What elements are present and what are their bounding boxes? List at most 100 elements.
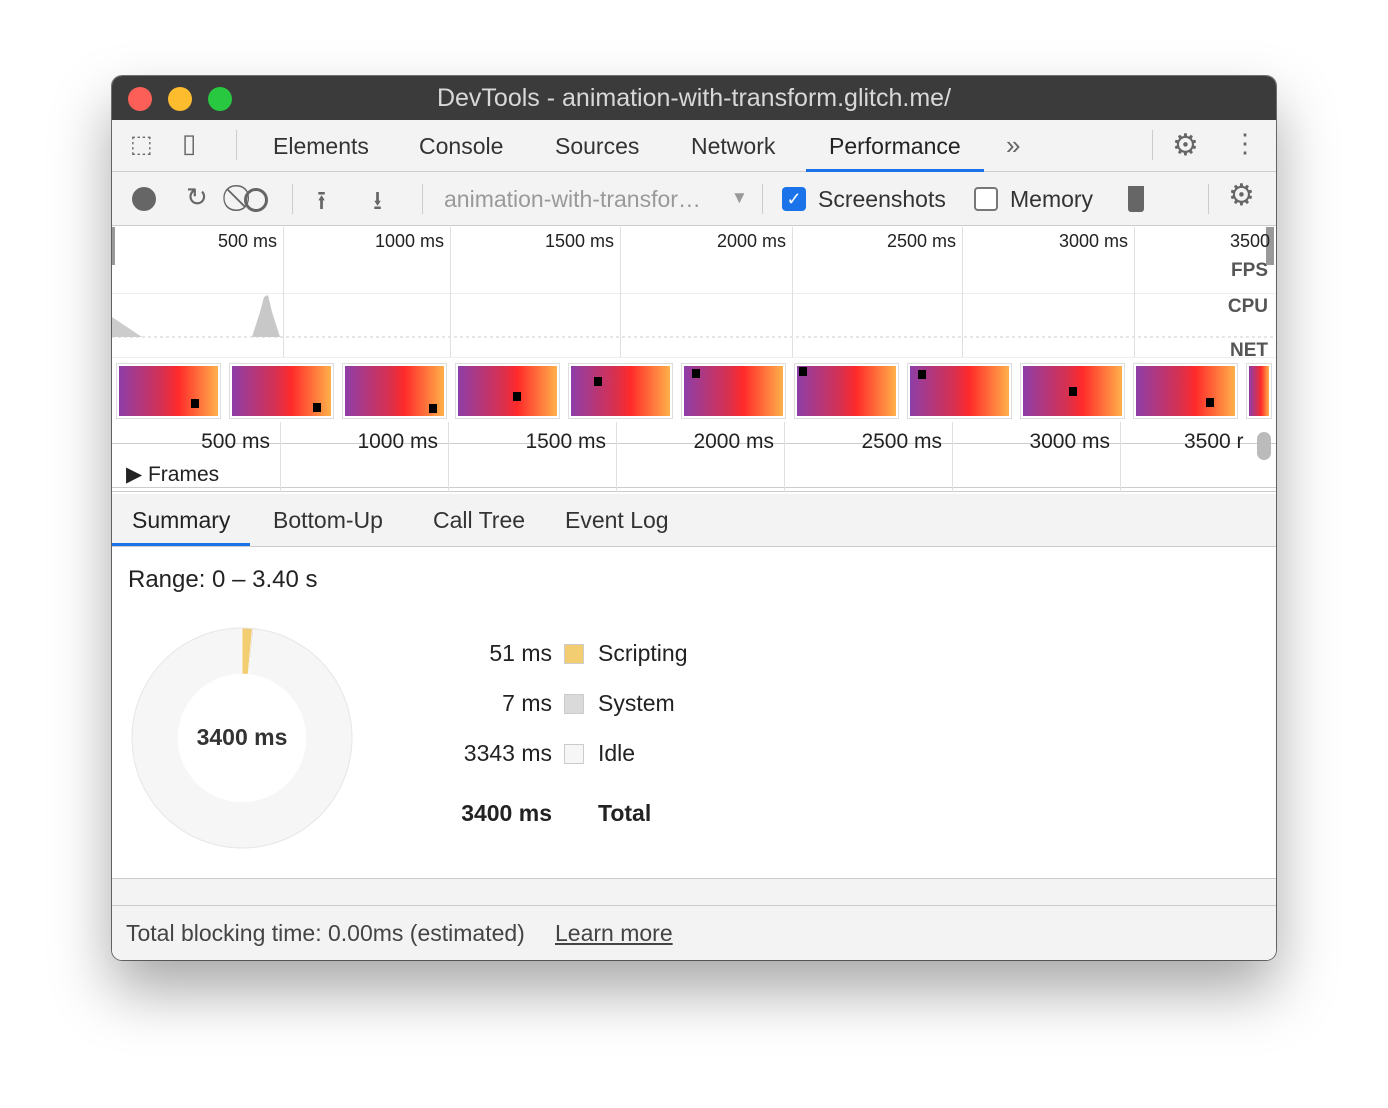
upload-icon[interactable]: ⭱ xyxy=(317,185,327,215)
screenshot-thumbnail[interactable] xyxy=(1247,364,1271,418)
legend-swatch xyxy=(564,744,584,764)
screenshot-thumbnail[interactable] xyxy=(1021,364,1124,418)
total-blocking-time: Total blocking time: 0.00ms (estimated) xyxy=(126,920,525,946)
screenshots-checkbox[interactable]: ✓ xyxy=(782,187,806,211)
memory-checkbox[interactable] xyxy=(974,187,998,211)
frames-track[interactable]: ▶ Frames xyxy=(126,463,220,486)
overview-tick: 3500 xyxy=(1230,231,1270,251)
legend-label: Scripting xyxy=(598,640,688,666)
memory-label: Memory xyxy=(1010,186,1094,212)
tab-event-log[interactable]: Event Log xyxy=(565,507,669,533)
record-icon[interactable] xyxy=(132,187,156,211)
settings-gear-icon[interactable]: ⚙ xyxy=(1172,129,1199,162)
tab-console[interactable]: Console xyxy=(419,133,504,159)
inspect-element-icon[interactable]: ⬚ xyxy=(130,131,153,158)
timeline-overview[interactable]: FPS CPU NET 500 ms 1000 ms 1500 ms 2000 ms 2… xyxy=(112,227,1276,494)
screenshot-thumbnail[interactable] xyxy=(343,364,446,418)
frames-label: Frames xyxy=(147,463,220,486)
main-tabbar: ⬚ ▯ Elements Console Sources Network Per… xyxy=(112,120,1276,172)
screenshot-thumbnail[interactable] xyxy=(456,364,559,418)
cpu-spike xyxy=(252,295,280,337)
overview-tick: 1000 ms xyxy=(374,231,444,251)
screenshot-thumbnail[interactable] xyxy=(795,364,898,418)
timeline-tick: 2000 ms xyxy=(693,430,774,453)
animated-square xyxy=(429,404,438,413)
timeline-tick: 3000 ms xyxy=(1029,430,1110,453)
timeline-tick: 3500 r xyxy=(1184,430,1244,453)
device-toolbar-icon[interactable]: ▯ xyxy=(182,128,197,158)
timeline-ruler: ▶ Frames 500 ms 1000 ms 1500 ms 2000 ms 2500… xyxy=(112,422,1276,492)
timeline-tick: 1000 ms xyxy=(357,430,438,453)
devtools-window: DevTools - animation-with-transform.glit… xyxy=(112,76,1276,960)
detail-tabbar: Summary Bottom-Up Call Tree Event Log xyxy=(112,494,1276,547)
legend-swatch xyxy=(564,644,584,664)
donut-center-total: 3400 ms xyxy=(196,724,288,750)
overview-tick: 1500 ms xyxy=(544,231,614,251)
legend-label: System xyxy=(598,690,675,716)
animated-square xyxy=(593,377,602,386)
timeline-tick: 2500 ms xyxy=(861,430,942,453)
legend-label: Idle xyxy=(598,740,636,766)
window-title: DevTools - animation-with-transform.glit… xyxy=(436,84,952,112)
legend-swatch xyxy=(564,694,584,714)
screenshot-thumbnail[interactable] xyxy=(908,364,1011,418)
animated-square xyxy=(1206,398,1215,407)
animated-square xyxy=(191,399,200,408)
capture-settings-icon[interactable]: ⚙ xyxy=(1228,179,1255,212)
animated-square xyxy=(917,370,926,379)
animated-square xyxy=(513,392,522,401)
overview-tick: 2000 ms xyxy=(716,231,786,251)
cpu-chart xyxy=(112,295,1276,338)
legend-value: 7 ms xyxy=(502,690,552,716)
cpu-track-label: CPU xyxy=(1227,296,1268,317)
more-tabs-icon[interactable]: » xyxy=(1006,130,1021,160)
reload-record-icon[interactable]: ↻ xyxy=(186,182,208,212)
summary-donut-chart xyxy=(131,627,353,849)
tab-network[interactable]: Network xyxy=(691,133,776,159)
title-bar: DevTools - animation-with-transform.glit… xyxy=(112,76,1276,120)
tab-elements[interactable]: Elements xyxy=(273,133,369,159)
tab-summary[interactable]: Summary xyxy=(112,494,251,546)
overview-tick: 500 ms xyxy=(217,231,277,251)
tab-performance[interactable]: Performance xyxy=(806,120,984,172)
learn-more-link[interactable]: Learn more xyxy=(555,920,673,946)
performance-toolbar: ↻ ⃠ ⭱ ⭳ animation-with-transfor… ▼ ✓ Scr… xyxy=(112,172,1276,226)
legend-value: 3343 ms xyxy=(463,740,552,766)
tab-call-tree[interactable]: Call Tree xyxy=(433,507,526,533)
screenshots-label: Screenshots xyxy=(818,186,946,212)
range-label: Range: 0 – 3.40 s xyxy=(128,566,318,593)
more-menu-icon[interactable]: ⋮ xyxy=(1232,128,1258,158)
screenshot-thumbnail[interactable] xyxy=(569,364,672,418)
net-track-label: NET xyxy=(1230,340,1268,361)
animated-square xyxy=(691,369,700,378)
dropdown-arrow-icon[interactable]: ▼ xyxy=(731,188,748,207)
footer: Total blocking time: 0.00ms (estimated) … xyxy=(112,906,1276,960)
download-icon[interactable]: ⭳ xyxy=(373,185,383,215)
screenshot-thumbnail[interactable] xyxy=(117,364,220,418)
zoom-button[interactable] xyxy=(208,87,232,111)
screenshot-thumbnail[interactable] xyxy=(230,364,333,418)
minimize-button[interactable] xyxy=(168,87,192,111)
fps-track-label: FPS xyxy=(1231,260,1268,281)
screenshot-thumbnail[interactable] xyxy=(682,364,785,418)
animated-square xyxy=(798,367,807,376)
tab-bottom-up[interactable]: Bottom-Up xyxy=(273,507,383,533)
screenshot-thumbnail[interactable] xyxy=(1134,364,1237,418)
overview-left-handle[interactable] xyxy=(112,227,115,265)
overview-right-handle[interactable] xyxy=(1266,227,1274,265)
cpu-hatched-area xyxy=(112,317,142,337)
tab-sources[interactable]: Sources xyxy=(555,133,640,159)
overview-tick: 2500 ms xyxy=(886,231,956,251)
summary-panel: Range: 0 – 3.40 s 3400 ms 51 ms Scripting… xyxy=(112,548,1276,878)
close-button[interactable] xyxy=(128,87,152,111)
scrollbar-thumb[interactable] xyxy=(1257,432,1271,460)
total-label: Total xyxy=(598,800,652,826)
profile-select[interactable]: animation-with-transfor… xyxy=(444,186,701,212)
overview-tick: 3000 ms xyxy=(1058,231,1128,251)
garbage-collect-icon[interactable] xyxy=(1128,186,1144,212)
clear-icon-ring xyxy=(244,188,268,212)
timeline-tick: 1500 ms xyxy=(525,430,606,453)
animated-square xyxy=(313,403,322,412)
timeline-tick: 500 ms xyxy=(201,430,270,453)
legend-value: 51 ms xyxy=(489,640,552,666)
